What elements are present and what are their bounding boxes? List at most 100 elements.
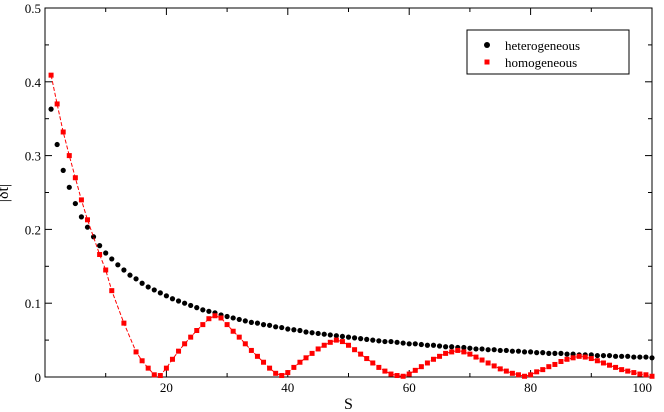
data-point-heterogeneous [503, 347, 509, 354]
data-point-heterogeneous [97, 243, 103, 249]
data-point-heterogeneous [121, 267, 127, 273]
data-point-heterogeneous [351, 335, 358, 341]
data-point-homogeneous [145, 365, 151, 371]
data-point-homogeneous [309, 350, 315, 356]
data-point-homogeneous [619, 367, 625, 373]
data-point-heterogeneous [534, 350, 540, 356]
data-point-homogeneous [576, 353, 582, 359]
data-point-homogeneous [625, 368, 631, 374]
data-point-homogeneous [109, 288, 115, 294]
data-point-homogeneous [394, 373, 400, 379]
data-point-homogeneous [169, 356, 175, 362]
x-tick-label: 20 [160, 380, 173, 395]
data-point-heterogeneous [84, 224, 91, 230]
data-point-heterogeneous [291, 327, 297, 333]
data-point-homogeneous [327, 339, 333, 345]
data-point-homogeneous [78, 197, 84, 203]
data-point-heterogeneous [315, 330, 321, 337]
data-point-homogeneous [60, 129, 66, 135]
data-point-heterogeneous [72, 200, 78, 207]
data-point-heterogeneous [424, 342, 431, 348]
data-point-heterogeneous [612, 353, 619, 359]
data-point-heterogeneous [631, 354, 637, 360]
data-point-homogeneous [339, 339, 345, 345]
data-point-homogeneous [637, 371, 643, 377]
data-point-heterogeneous [60, 167, 66, 173]
data-point-homogeneous [643, 372, 649, 378]
data-point-homogeneous [509, 370, 515, 376]
data-point-heterogeneous [370, 337, 376, 343]
data-point-homogeneous [163, 365, 169, 371]
data-point-homogeneous [491, 363, 497, 369]
data-point-heterogeneous [467, 345, 473, 351]
data-point-homogeneous [236, 334, 242, 340]
data-point-homogeneous [522, 373, 528, 379]
data-point-heterogeneous [206, 308, 212, 314]
data-point-heterogeneous [48, 106, 54, 112]
data-point-heterogeneous [145, 284, 151, 290]
series-layer [48, 72, 655, 379]
data-point-heterogeneous [430, 342, 437, 348]
data-point-homogeneous [188, 334, 194, 340]
data-point-heterogeneous [479, 346, 485, 352]
data-point-homogeneous [400, 373, 406, 379]
data-point-heterogeneous [254, 320, 261, 326]
legend-label-homogeneous: homogeneous [505, 55, 577, 70]
data-point-heterogeneous [182, 300, 188, 306]
legend-marker-heterogeneous [484, 42, 490, 48]
data-point-homogeneous [449, 349, 455, 355]
data-point-homogeneous [139, 358, 145, 364]
data-point-heterogeneous [260, 322, 267, 328]
data-point-heterogeneous [376, 338, 382, 344]
series-homogeneous [48, 72, 655, 379]
data-point-heterogeneous [133, 276, 139, 282]
data-point-homogeneous [600, 360, 606, 366]
data-point-heterogeneous [303, 329, 309, 335]
data-point-heterogeneous [327, 332, 333, 338]
data-point-heterogeneous [400, 340, 406, 346]
data-point-homogeneous [200, 322, 206, 328]
data-point-homogeneous [388, 371, 394, 377]
data-point-heterogeneous [54, 141, 60, 148]
data-point-homogeneous [370, 360, 376, 366]
data-point-heterogeneous [321, 331, 327, 337]
data-point-homogeneous [291, 364, 297, 370]
data-point-homogeneous [546, 364, 552, 370]
data-point-homogeneous [497, 366, 503, 372]
data-point-heterogeneous [540, 350, 546, 356]
data-point-homogeneous [218, 315, 224, 321]
data-point-heterogeneous [236, 316, 242, 323]
data-point-heterogeneous [224, 313, 230, 320]
legend-label-heterogeneous: heterogeneous [505, 38, 580, 53]
data-point-heterogeneous [339, 333, 346, 340]
data-point-heterogeneous [194, 305, 200, 311]
data-point-homogeneous [133, 349, 139, 355]
data-point-homogeneous [582, 354, 588, 360]
data-point-heterogeneous [266, 322, 273, 328]
data-point-heterogeneous [297, 327, 303, 334]
data-point-homogeneous [352, 347, 358, 353]
legend: heterogeneous homogeneous [466, 29, 630, 75]
data-point-heterogeneous [406, 341, 412, 347]
data-point-homogeneous [103, 267, 109, 273]
series-heterogeneous [48, 106, 655, 361]
data-point-homogeneous [430, 356, 436, 362]
data-point-homogeneous [613, 364, 619, 370]
data-point-heterogeneous [558, 350, 564, 356]
data-point-heterogeneous [388, 338, 394, 345]
data-point-homogeneous [358, 351, 364, 357]
data-point-heterogeneous [230, 315, 236, 321]
data-point-homogeneous [515, 372, 521, 378]
data-point-homogeneous [321, 342, 327, 348]
data-point-heterogeneous [473, 346, 479, 352]
y-axis-label: |δt| [0, 184, 12, 202]
data-point-heterogeneous [619, 353, 625, 359]
data-point-homogeneous [273, 370, 279, 376]
data-point-homogeneous [540, 367, 546, 373]
y-tick-label: 0.2 [25, 222, 41, 237]
data-point-heterogeneous [436, 343, 443, 349]
data-point-homogeneous [333, 337, 339, 343]
data-point-homogeneous [485, 360, 491, 366]
y-tick-label: 0 [35, 370, 42, 385]
